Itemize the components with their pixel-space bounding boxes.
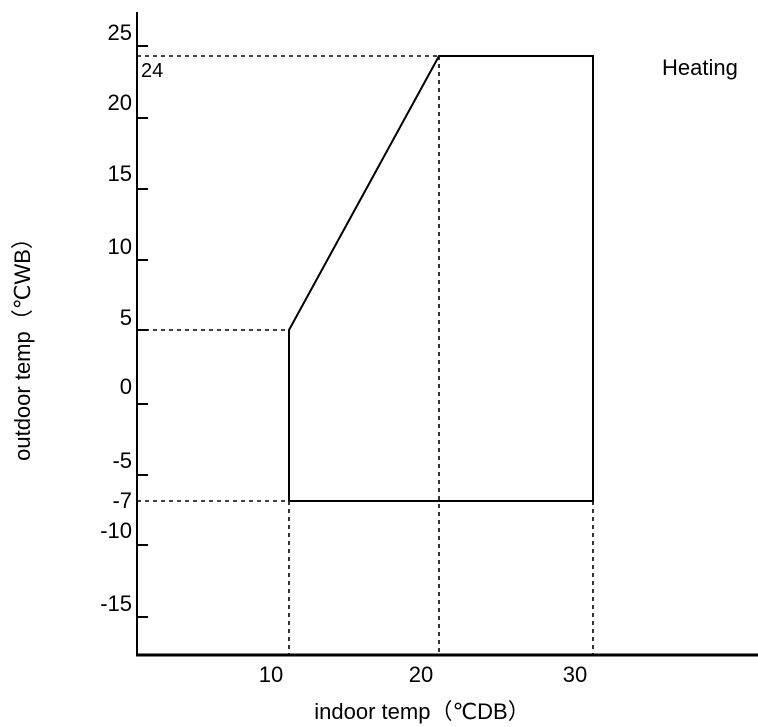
y-tick-label: -10 [100, 518, 132, 543]
y-tick-label: -15 [100, 591, 132, 616]
series-group [288, 55, 594, 502]
reference-lines [137, 55, 594, 655]
y-tick-label: 5 [120, 305, 132, 330]
x-tick-label: 30 [563, 662, 587, 687]
y-tick-label: -5 [112, 448, 132, 473]
x-axis-title: indoor temp（℃DB） [314, 699, 529, 724]
y-tick-label: 15 [108, 161, 132, 186]
y-extra-label: 24 [141, 60, 163, 82]
labels: 25 20 15 10 5 0 -5 -10 -15 -7 24 10 20 30 [100, 20, 587, 687]
y-extra-label: -7 [112, 488, 132, 513]
y-tick-label: 20 [108, 90, 132, 115]
series-line [288, 55, 594, 502]
mode-label: Heating [662, 55, 738, 80]
y-axis-title: outdoor temp（℃WB） [10, 227, 35, 461]
y-tick-label: 0 [120, 374, 132, 399]
y-tick-label: 10 [108, 234, 132, 259]
y-tick-label: 25 [108, 20, 132, 45]
axes [136, 12, 758, 657]
x-tick-label: 20 [409, 662, 433, 687]
x-tick-label: 10 [259, 662, 283, 687]
